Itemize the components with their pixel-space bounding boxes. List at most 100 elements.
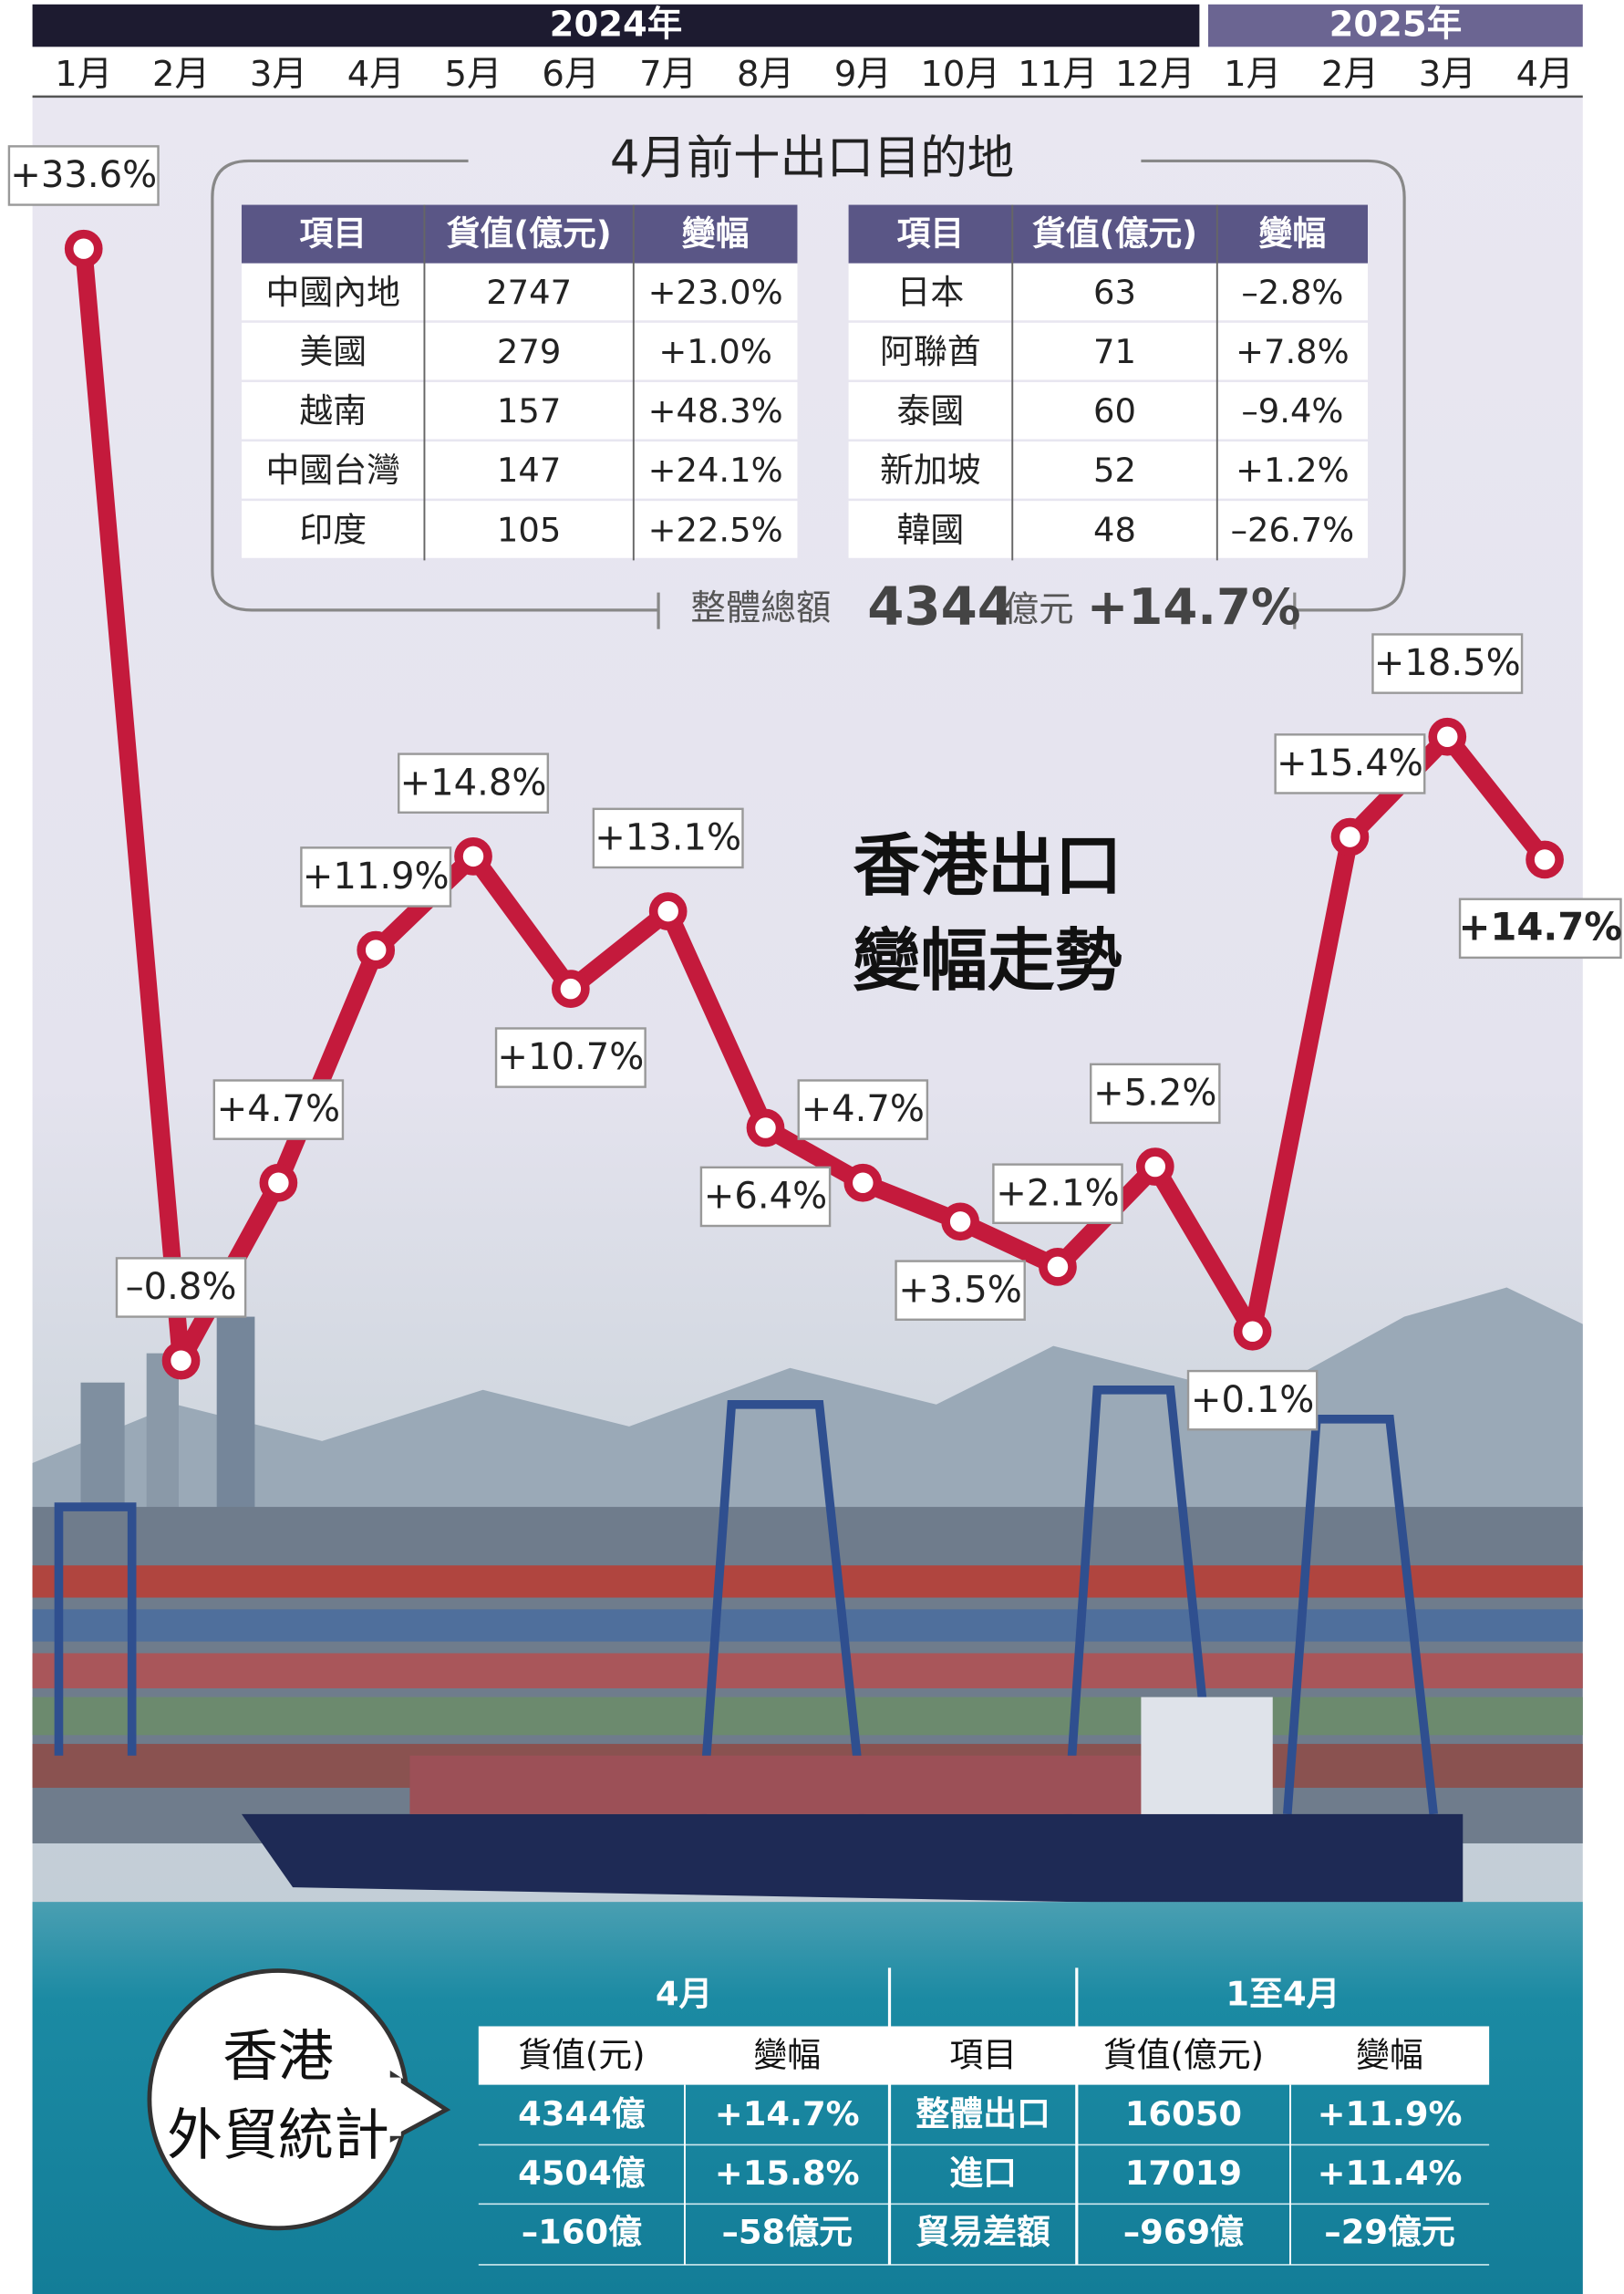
table-cell: –160億 (522, 2213, 642, 2252)
chart-title: 變幅走勢 (853, 923, 1122, 1001)
x-tick-label: 3月 (250, 54, 307, 95)
label-box (1274, 733, 1426, 794)
table-row (848, 381, 1369, 440)
table-header (241, 204, 798, 264)
building (146, 1353, 179, 1515)
data-point (551, 970, 590, 1009)
data-label: +5.2% (1093, 1072, 1216, 1114)
column-header: 貨值(元) (518, 2036, 645, 2075)
group-header: 1至4月 (1226, 1974, 1340, 2013)
table-cell: –2.8% (1241, 273, 1343, 312)
table-cell: –26.7% (1231, 510, 1355, 549)
data-label: +15.4% (1277, 742, 1423, 784)
year-bar (1208, 4, 1583, 47)
table-cell: 新加坡 (880, 451, 981, 490)
line (75, 247, 1552, 1370)
ship-cargo (409, 1755, 1171, 1814)
x-tick-label: 6月 (542, 54, 599, 95)
table-cell: 17019 (1125, 2154, 1242, 2193)
data-label: +14.8% (400, 762, 547, 804)
data-point (648, 892, 688, 930)
table-cell: 印度 (299, 510, 367, 549)
table-row (241, 441, 798, 499)
x-tick-label: 10月 (920, 54, 999, 95)
table-cell: 泰國 (897, 391, 965, 431)
data-point (1039, 1248, 1077, 1286)
column-header: 項目 (949, 2036, 1017, 2075)
table-cell: 71 (1093, 332, 1136, 371)
callout-join (383, 2077, 401, 2136)
label-box (115, 1257, 247, 1318)
data-label: +14.7% (1458, 904, 1622, 949)
table-cell: +24.1% (648, 451, 783, 490)
table-row (241, 501, 798, 558)
year-bar (32, 4, 1200, 47)
table-cell: 2747 (486, 273, 572, 312)
building (216, 1316, 255, 1515)
x-tick-label: 11月 (1018, 54, 1097, 95)
callout-title: 香港 (222, 2024, 334, 2089)
table-cell: –58億元 (721, 2213, 853, 2252)
table-cell: +1.2% (1236, 451, 1350, 490)
group-header: 4月 (656, 1974, 713, 2013)
table-header (478, 2026, 1490, 2085)
table-cell: +23.0% (648, 273, 783, 312)
column-header: 變幅 (753, 2036, 821, 2075)
data-label: +10.7% (497, 1036, 644, 1078)
table-cell: +22.5% (648, 510, 783, 549)
ship-bridge (1141, 1697, 1273, 1814)
table-row (241, 263, 798, 321)
table-title: 4月前十出口目的地 (610, 130, 1014, 185)
table-cell: 進口 (949, 2154, 1017, 2193)
data-label: +6.4% (704, 1176, 827, 1218)
total-change: +14.7% (1087, 577, 1301, 636)
column-header: 變幅 (682, 214, 750, 254)
data-point (1428, 717, 1467, 756)
data-point (941, 1202, 979, 1241)
table-cell: +11.9% (1318, 2094, 1463, 2133)
data-point (259, 1163, 298, 1202)
x-tick-label: 4月 (347, 54, 405, 95)
table-row (848, 263, 1369, 321)
data-point (843, 1163, 883, 1202)
callout-bubble (147, 1968, 409, 2231)
data-label: +4.7% (802, 1088, 925, 1130)
table-cell: 105 (497, 510, 561, 549)
label-box (494, 1027, 646, 1088)
label-box (7, 145, 160, 206)
data-point (1233, 1312, 1272, 1351)
x-tick-label: 8月 (737, 54, 794, 95)
table-cell: 16050 (1125, 2094, 1242, 2133)
table-cell: 60 (1093, 391, 1136, 431)
label-box (797, 1079, 929, 1140)
table-cell: 阿聯酋 (880, 332, 981, 371)
x-tick-label: 7月 (639, 54, 697, 95)
x-tick-label: 2月 (152, 54, 210, 95)
column-header: 貨值(億元) (447, 214, 612, 254)
data-point (64, 229, 103, 268)
data-label: +4.7% (217, 1088, 340, 1130)
label-box (300, 846, 452, 908)
x-tick-label: 3月 (1419, 54, 1476, 95)
x-tick-label: 4月 (1516, 54, 1574, 95)
table-cell: +7.8% (1236, 332, 1350, 371)
label-box (212, 1079, 345, 1140)
table-cell: +1.0% (658, 332, 772, 371)
table-cell: +48.3% (648, 391, 783, 431)
table-cell: +14.7% (715, 2094, 860, 2133)
data-label: +0.1% (1191, 1379, 1314, 1421)
label-box (895, 1260, 1026, 1321)
label-box (992, 1163, 1123, 1224)
table-row (848, 441, 1369, 499)
table-cell: 日本 (897, 273, 965, 312)
table-cell: 52 (1093, 451, 1136, 490)
chart-title: 香港出口 (853, 827, 1122, 905)
column-header: 變幅 (1356, 2036, 1423, 2075)
data-point (454, 837, 492, 876)
table-cell: +15.8% (715, 2154, 860, 2193)
label-box (1090, 1063, 1221, 1125)
crane (1282, 1415, 1438, 1815)
table-header (848, 204, 1369, 264)
column-header: 貨值(億元) (1032, 214, 1197, 254)
table-cell: 48 (1093, 510, 1136, 549)
